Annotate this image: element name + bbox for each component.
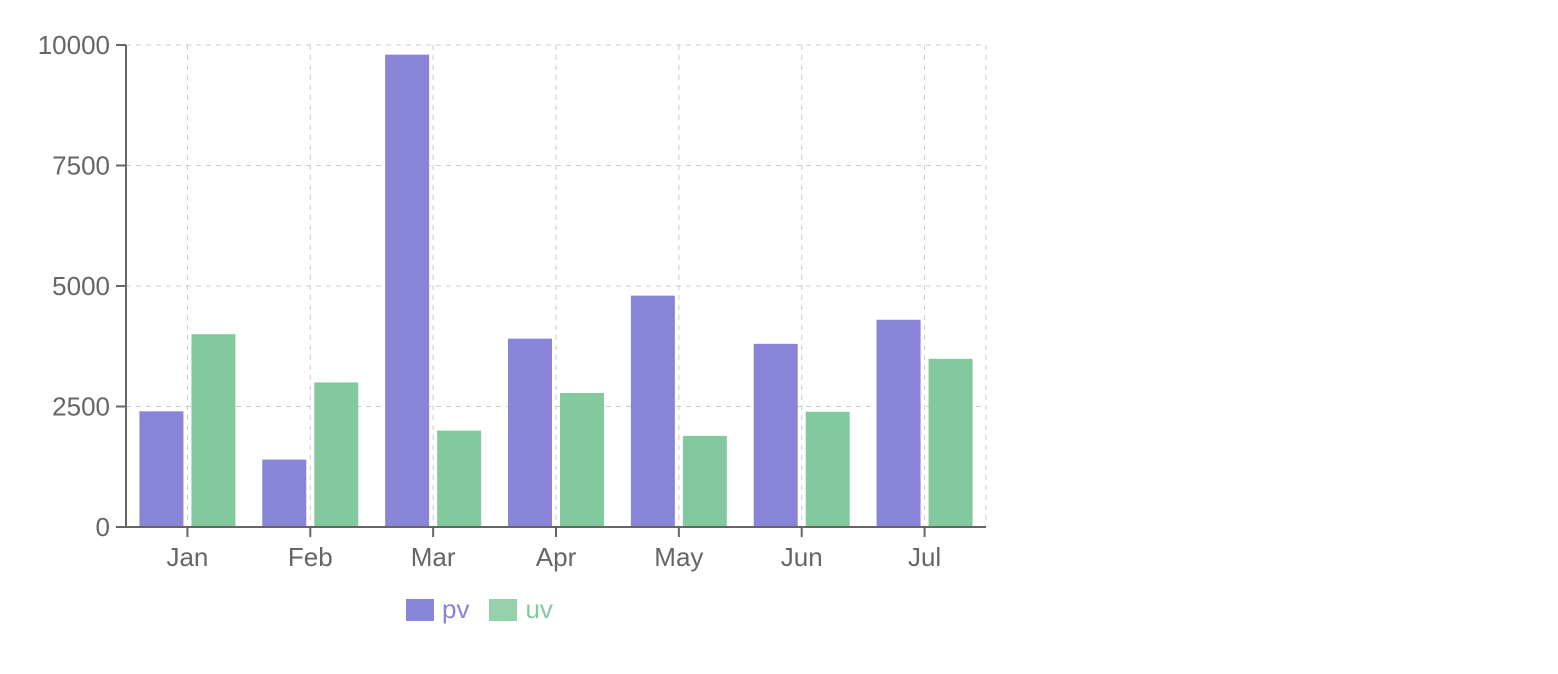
x-tick-label: Jan <box>166 542 208 572</box>
y-tick-label: 5000 <box>52 271 110 301</box>
x-tick-label: Jun <box>781 542 823 572</box>
legend-swatch-uv <box>489 598 518 621</box>
bar-uv-jul[interactable] <box>928 358 973 527</box>
bar-pv-jun[interactable] <box>753 343 798 527</box>
legend-label-uv: uv <box>525 594 553 624</box>
x-tick-label: Apr <box>536 542 577 572</box>
x-tick-label: Mar <box>411 542 456 572</box>
bar-pv-mar[interactable] <box>385 54 430 527</box>
bar-pv-jul[interactable] <box>876 319 921 527</box>
legend-swatch-pv <box>406 598 434 621</box>
y-tick-label: 10000 <box>38 30 110 60</box>
bar-pv-apr[interactable] <box>508 338 552 527</box>
chart-legend: pv uv <box>406 594 573 625</box>
bar-uv-mar[interactable] <box>437 430 482 527</box>
bar-uv-jan[interactable] <box>191 334 236 527</box>
x-tick-label: Feb <box>288 542 333 572</box>
x-tick-label: Jul <box>908 542 941 572</box>
bar-uv-may[interactable] <box>682 435 727 527</box>
legend-item-pv[interactable]: pv <box>406 594 469 625</box>
bar-pv-may[interactable] <box>630 295 675 527</box>
x-tick-label: May <box>654 542 703 572</box>
legend-label-pv: pv <box>442 594 470 624</box>
y-tick-label: 0 <box>96 512 110 542</box>
y-tick-label: 2500 <box>52 392 110 422</box>
y-tick-label: 7500 <box>52 151 110 181</box>
bar-uv-jun[interactable] <box>805 411 850 527</box>
bar-pv-feb[interactable] <box>262 459 307 527</box>
bar-uv-feb[interactable] <box>314 382 359 527</box>
bar-pv-jan[interactable] <box>139 411 184 527</box>
bar-uv-apr[interactable] <box>560 393 604 527</box>
legend-item-uv[interactable]: uv <box>489 594 553 625</box>
